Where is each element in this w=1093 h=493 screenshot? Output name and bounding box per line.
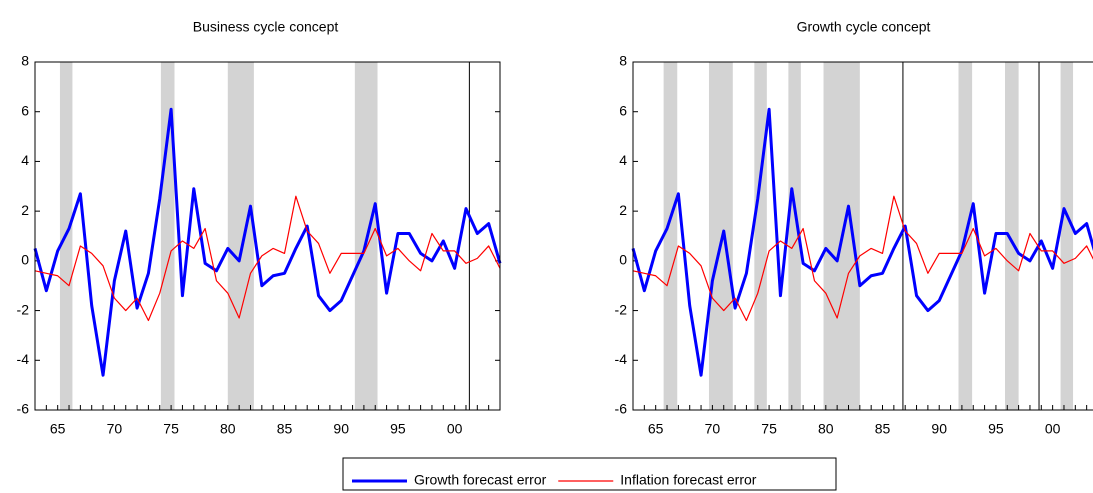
y-tick-label: 0 [21,252,29,268]
y-tick-label: -2 [615,301,628,317]
recession-band [663,62,678,410]
recession-band [1005,62,1019,410]
recession-band [1060,62,1074,410]
x-tick-label: 00 [1045,421,1061,437]
series-line [33,107,502,377]
x-tick-label: 65 [648,421,664,437]
legend-label: Inflation forecast error [620,472,757,488]
x-tick-label: 70 [107,421,123,437]
y-tick-label: -2 [17,301,30,317]
plot-frame [632,61,1093,411]
y-tick-label: 4 [619,152,627,168]
x-tick-label: 80 [818,421,834,437]
legend-box [342,457,837,491]
y-tick-label: -6 [17,401,30,417]
series-line [34,195,501,322]
x-tick-label: 80 [220,421,236,437]
x-tick-label: 70 [705,421,721,437]
series-line [631,107,1093,377]
y-tick-label: 8 [21,53,29,69]
x-tick-label: 90 [333,421,349,437]
recession-band [788,62,801,410]
recession-band [160,62,175,410]
y-tick-label: -4 [17,351,30,367]
legend: Growth forecast error Inflation forecast … [342,457,837,491]
x-tick-label: 95 [988,421,1004,437]
x-tick-label: 75 [761,421,777,437]
chart-title: Growth cycle concept [797,19,931,35]
recession-band [708,62,733,410]
panel: Growth cycle concept -6 -4 -2 0 2 4 6 8 65 70 75 80 8… [615,19,1093,437]
x-tick-label: 75 [163,421,179,437]
series-line [632,195,1093,322]
y-tick-label: 6 [619,102,627,118]
recession-band [754,62,767,410]
x-tick-label: 65 [50,421,66,437]
panel: Business cycle concept -6 -4 -2 0 2 4 6 8 65 70 75 8… [17,19,502,437]
y-tick-label: 2 [21,202,29,218]
y-tick-label: 4 [21,152,29,168]
chart-title: Business cycle concept [193,19,339,35]
recession-band [227,62,254,410]
y-tick-label: 0 [619,252,627,268]
x-tick-label: 90 [931,421,947,437]
x-tick-label: 85 [277,421,293,437]
x-tick-label: 95 [390,421,406,437]
legend-label: Growth forecast error [414,472,547,488]
y-tick-label: -4 [615,351,628,367]
plot-frame [34,61,501,411]
y-tick-label: 2 [619,202,627,218]
y-tick-label: 6 [21,102,29,118]
x-tick-label: 00 [447,421,463,437]
x-tick-label: 85 [875,421,891,437]
y-tick-label: 8 [619,53,627,69]
y-tick-label: -6 [615,401,628,417]
